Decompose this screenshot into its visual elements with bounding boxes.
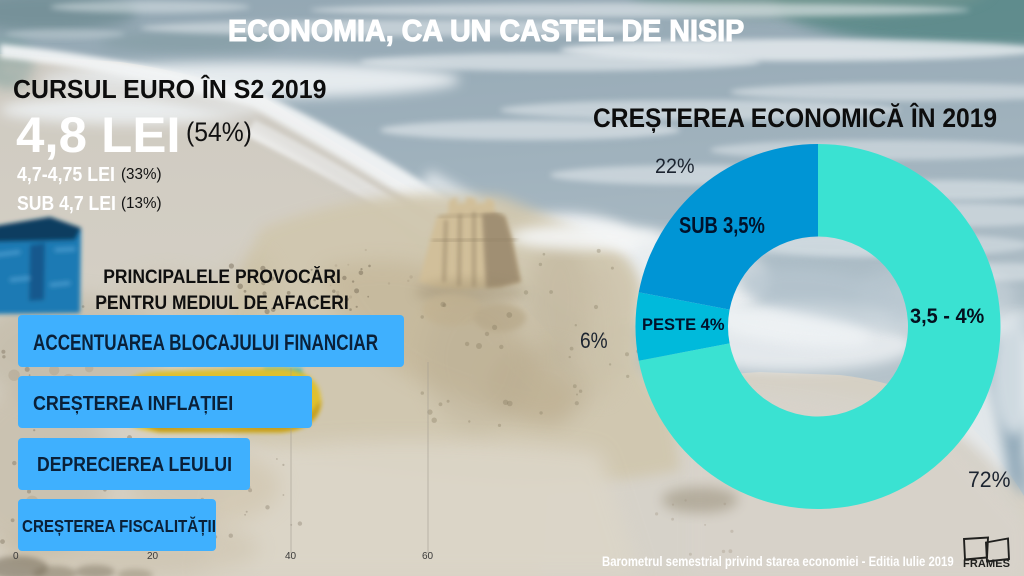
svg-text:FRAMES: FRAMES	[963, 558, 1010, 570]
